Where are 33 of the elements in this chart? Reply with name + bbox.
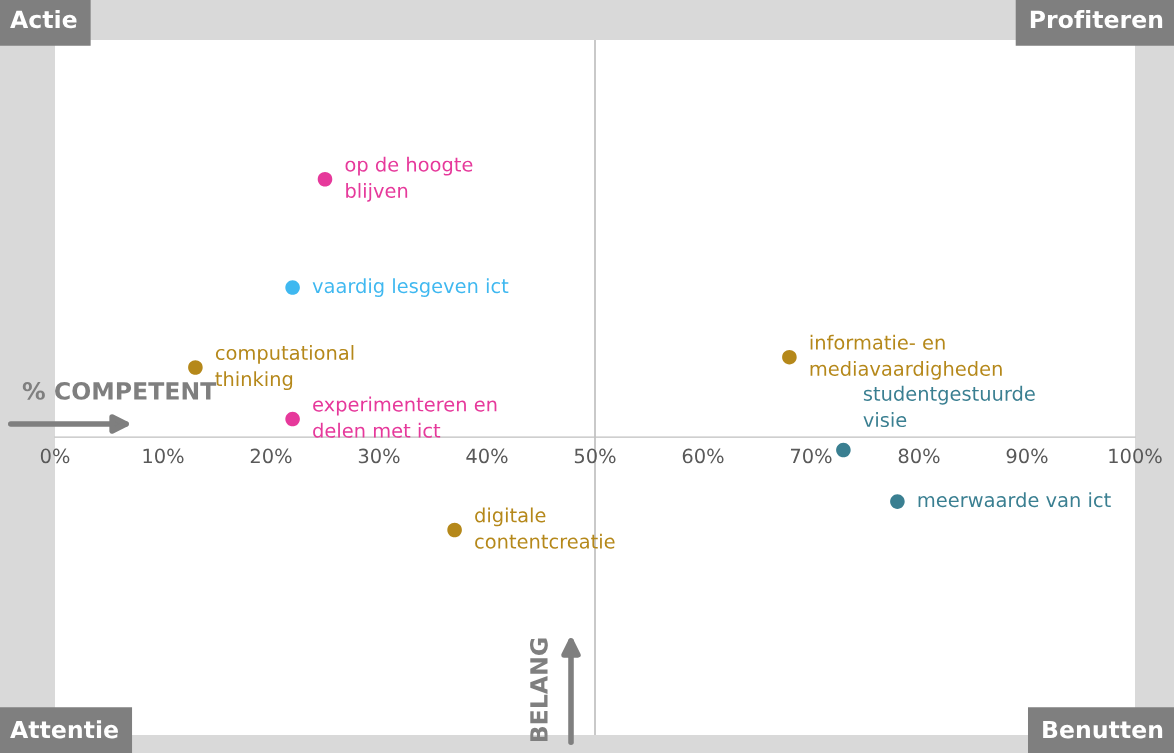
point: [188, 360, 203, 375]
x-tick-label: 70%: [790, 448, 832, 464]
x-tick-label: 30%: [358, 448, 400, 464]
annotation: computational thinking: [215, 345, 354, 391]
point: [285, 280, 300, 295]
annotation: informatie- en mediavaardigheden: [810, 334, 1002, 380]
point: [447, 522, 462, 538]
text: Profiteren: [1030, 10, 1163, 29]
x-tick-label: 80%: [898, 448, 940, 464]
annotation: op de hoogte blijven: [345, 156, 473, 202]
text: Actie: [10, 10, 77, 29]
annotation: meerwaarde van ict: [918, 492, 1111, 508]
x-tick-label: 10%: [143, 448, 184, 464]
x-tick-label: 90%: [1006, 448, 1048, 464]
annotation: digitale contentcreatie: [475, 507, 615, 549]
x-tick-label: 60%: [682, 448, 724, 464]
x-tick-label: 100%: [1109, 448, 1162, 464]
annotation: experimenteren en delen met ict: [313, 396, 497, 438]
point: [285, 411, 300, 427]
text: Benutten: [1043, 720, 1163, 739]
y-axis-title: BELANG: [529, 638, 548, 742]
point: [890, 494, 905, 509]
x-tick-label: 40%: [466, 448, 508, 464]
x-tick-label: 20%: [250, 448, 292, 464]
point: [317, 171, 333, 187]
x-tick-label: 50%: [574, 448, 616, 464]
x-axis-title: % COMPETENT: [22, 381, 217, 400]
x-tick-label: 0%: [40, 448, 70, 464]
text: Attentie: [10, 720, 118, 739]
point: [782, 349, 797, 365]
annotation: vaardig lesgeven ict: [312, 278, 509, 297]
point: [836, 442, 851, 458]
annotation: studentgestuurde visie: [863, 385, 1035, 428]
